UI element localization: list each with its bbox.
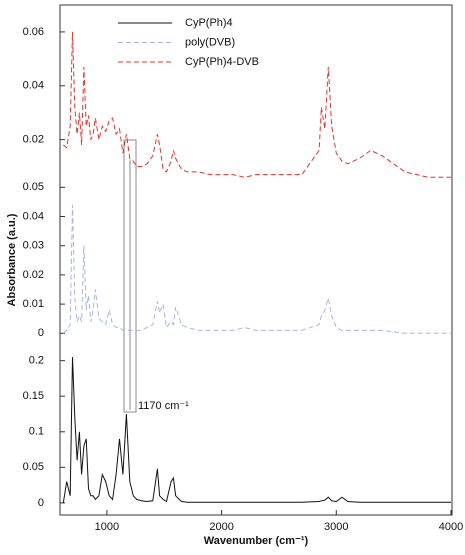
y-tick-label: 0.1	[29, 426, 44, 438]
y-tick-label: 0	[38, 327, 44, 339]
annotation: 1170 cm⁻¹	[138, 400, 189, 412]
x-tick-label: 1000	[95, 521, 119, 533]
legend-label: poly(DVB)	[185, 36, 235, 48]
y-tick-label: 0.02	[23, 134, 44, 146]
y-tick-label: 0.06	[23, 26, 44, 38]
y-tick-label: 0.2	[29, 355, 44, 367]
y-tick-label: 0.05	[23, 181, 44, 193]
spectrum-line	[62, 357, 451, 503]
spectrum-line	[62, 31, 451, 178]
x-tick-label: 3000	[324, 521, 348, 533]
y-tick-label: 0	[38, 497, 44, 509]
y-tick-label: 0.03	[23, 240, 44, 252]
plot-frame	[59, 4, 453, 516]
y-axis-label: Absorbance (a.u.)	[6, 213, 18, 306]
legend-label: CyP(Ph)4	[185, 17, 233, 29]
y-tick-label: 0.02	[23, 269, 44, 281]
x-tick-label: 4000	[439, 521, 463, 533]
y-tick-label: 0.04	[23, 80, 44, 92]
x-tick-label: 2000	[209, 521, 233, 533]
highlight-box	[123, 139, 137, 413]
y-tick-label: 0.04	[23, 210, 44, 222]
y-tick-label: 0.01	[23, 298, 44, 310]
x-axis-label: Wavenumber (cm⁻¹)	[204, 535, 309, 547]
spectrum-line	[62, 204, 451, 334]
legend-label: CyP(Ph)4-DVB	[185, 56, 259, 68]
y-tick-label: 0.15	[23, 390, 44, 402]
y-tick-label: 0.05	[23, 461, 44, 473]
